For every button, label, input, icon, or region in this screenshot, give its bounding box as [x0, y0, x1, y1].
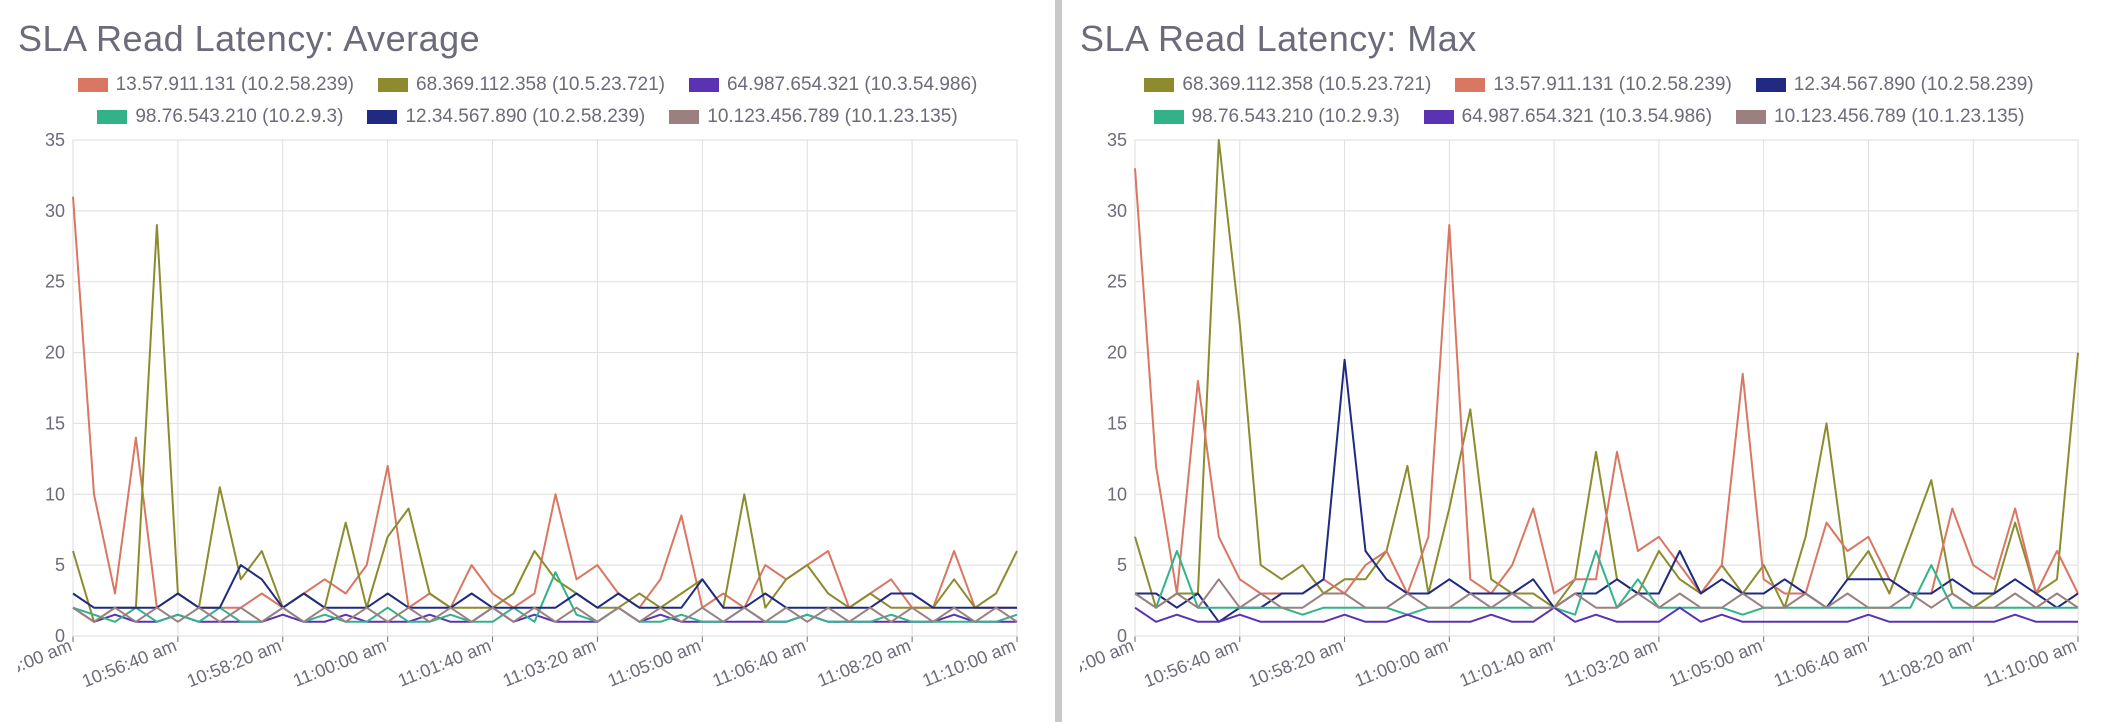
legend-label: 13.57.911.131 (10.2.58.239)	[1493, 74, 1731, 96]
legend-item[interactable]: 68.369.112.358 (10.5.23.721)	[1144, 74, 1431, 96]
series-line[interactable]	[1135, 140, 2078, 608]
svg-text:10:58:20 am: 10:58:20 am	[184, 635, 284, 691]
legend-label: 64.987.654.321 (10.3.54.986)	[1462, 106, 1712, 128]
panel-title-max: SLA Read Latency: Max	[1080, 18, 2098, 60]
svg-text:10: 10	[45, 484, 65, 504]
svg-text:11:05:00 am: 11:05:00 am	[605, 635, 704, 691]
legend-item[interactable]: 68.369.112.358 (10.5.23.721)	[378, 74, 665, 96]
svg-text:11:01:40 am: 11:01:40 am	[1457, 635, 1556, 691]
legend-swatch	[1424, 110, 1454, 124]
svg-text:11:00:00 am: 11:00:00 am	[290, 635, 389, 691]
legend-swatch	[1154, 110, 1184, 124]
series-line[interactable]	[1135, 608, 2078, 622]
legend-swatch	[1736, 110, 1766, 124]
legend-item[interactable]: 64.987.654.321 (10.3.54.986)	[1424, 106, 1712, 128]
svg-text:25: 25	[45, 272, 65, 292]
legend-label: 98.76.543.210 (10.2.9.3)	[135, 106, 343, 128]
legend-swatch	[689, 78, 719, 92]
chart-panel-average: SLA Read Latency: Average 13.57.911.131 …	[0, 0, 1055, 722]
svg-text:35: 35	[45, 132, 65, 150]
legend-item[interactable]: 98.76.543.210 (10.2.9.3)	[97, 106, 343, 128]
legend-label: 12.34.567.890 (10.2.58.239)	[405, 106, 645, 128]
svg-text:11:03:20 am: 11:03:20 am	[500, 635, 599, 691]
svg-text:30: 30	[1107, 201, 1127, 221]
series-line[interactable]	[73, 565, 1017, 608]
legend-label: 98.76.543.210 (10.2.9.3)	[1192, 106, 1400, 128]
svg-text:10:56:40 am: 10:56:40 am	[1141, 635, 1241, 691]
legend-average: 13.57.911.131 (10.2.58.239) 68.369.112.35…	[18, 74, 1037, 128]
legend-item[interactable]: 13.57.911.131 (10.2.58.239)	[78, 74, 354, 96]
svg-text:11:08:20 am: 11:08:20 am	[1876, 635, 1975, 691]
svg-text:10:58:20 am: 10:58:20 am	[1246, 635, 1346, 691]
svg-text:11:05:00 am: 11:05:00 am	[1666, 635, 1765, 691]
svg-text:20: 20	[45, 343, 65, 363]
legend-item[interactable]: 64.987.654.321 (10.3.54.986)	[689, 74, 977, 96]
chart-area-max[interactable]: 0510152025303510:55:00 am10:56:40 am10:5…	[1080, 132, 2098, 714]
legend-swatch	[669, 110, 699, 124]
legend-item[interactable]: 10.123.456.789 (10.1.23.135)	[669, 106, 957, 128]
svg-text:15: 15	[1107, 413, 1127, 433]
svg-text:10:56:40 am: 10:56:40 am	[79, 635, 179, 691]
legend-max: 68.369.112.358 (10.5.23.721) 13.57.911.13…	[1080, 74, 2098, 128]
legend-swatch	[97, 110, 127, 124]
legend-label: 13.57.911.131 (10.2.58.239)	[116, 74, 354, 96]
legend-label: 64.987.654.321 (10.3.54.986)	[727, 74, 977, 96]
svg-text:11:06:40 am: 11:06:40 am	[1771, 635, 1870, 691]
legend-swatch	[367, 110, 397, 124]
legend-label: 10.123.456.789 (10.1.23.135)	[1774, 106, 2024, 128]
legend-item[interactable]: 98.76.543.210 (10.2.9.3)	[1154, 106, 1400, 128]
svg-text:5: 5	[55, 555, 65, 575]
panel-title-average: SLA Read Latency: Average	[18, 18, 1037, 60]
svg-text:11:00:00 am: 11:00:00 am	[1352, 635, 1451, 691]
svg-text:30: 30	[45, 201, 65, 221]
svg-text:10:55:00 am: 10:55:00 am	[18, 635, 74, 691]
svg-text:5: 5	[1117, 555, 1127, 575]
series-line[interactable]	[73, 197, 1017, 608]
legend-swatch	[1756, 78, 1786, 92]
svg-text:11:10:00 am: 11:10:00 am	[919, 635, 1018, 691]
svg-text:10: 10	[1107, 484, 1127, 504]
series-line[interactable]	[1135, 360, 2078, 622]
legend-item[interactable]: 13.57.911.131 (10.2.58.239)	[1455, 74, 1731, 96]
panel-divider	[1055, 0, 1062, 722]
svg-text:11:03:20 am: 11:03:20 am	[1561, 635, 1660, 691]
svg-text:25: 25	[1107, 272, 1127, 292]
svg-text:11:10:00 am: 11:10:00 am	[1980, 635, 2079, 691]
legend-label: 68.369.112.358 (10.5.23.721)	[1182, 74, 1431, 96]
chart-svg-average: 0510152025303510:55:00 am10:56:40 am10:5…	[18, 132, 1037, 714]
legend-item[interactable]: 12.34.567.890 (10.2.58.239)	[1756, 74, 2034, 96]
svg-text:35: 35	[1107, 132, 1127, 150]
svg-text:11:01:40 am: 11:01:40 am	[395, 635, 494, 691]
legend-swatch	[1455, 78, 1485, 92]
legend-swatch	[378, 78, 408, 92]
chart-panel-max: SLA Read Latency: Max 68.369.112.358 (10…	[1062, 0, 2116, 722]
chart-area-average[interactable]: 0510152025303510:55:00 am10:56:40 am10:5…	[18, 132, 1037, 714]
legend-swatch	[1144, 78, 1174, 92]
svg-text:20: 20	[1107, 343, 1127, 363]
svg-text:11:08:20 am: 11:08:20 am	[815, 635, 914, 691]
series-line[interactable]	[1135, 168, 2078, 593]
svg-text:10:55:00 am: 10:55:00 am	[1080, 635, 1136, 691]
legend-item[interactable]: 12.34.567.890 (10.2.58.239)	[367, 106, 645, 128]
svg-text:11:06:40 am: 11:06:40 am	[710, 635, 809, 691]
dashboard: SLA Read Latency: Average 13.57.911.131 …	[0, 0, 2116, 722]
legend-label: 68.369.112.358 (10.5.23.721)	[416, 74, 665, 96]
legend-item[interactable]: 10.123.456.789 (10.1.23.135)	[1736, 106, 2024, 128]
legend-label: 12.34.567.890 (10.2.58.239)	[1794, 74, 2034, 96]
legend-label: 10.123.456.789 (10.1.23.135)	[707, 106, 957, 128]
svg-text:15: 15	[45, 413, 65, 433]
chart-svg-max: 0510152025303510:55:00 am10:56:40 am10:5…	[1080, 132, 2098, 714]
legend-swatch	[78, 78, 108, 92]
